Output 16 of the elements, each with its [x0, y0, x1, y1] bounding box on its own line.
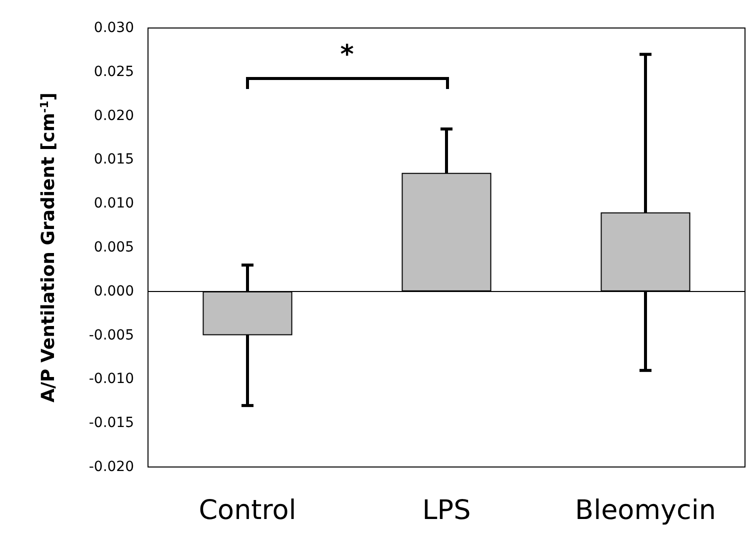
y-tick-label: -0.020 — [88, 459, 134, 475]
x-tick-label: Bleomycin — [575, 495, 716, 526]
y-tick-label: 0.000 — [94, 283, 134, 300]
y-tick-label: 0.020 — [94, 108, 134, 124]
annotation: * — [339, 40, 355, 70]
x-tick-label: Control — [198, 495, 296, 526]
y-tick-label: 0.005 — [94, 240, 134, 256]
y-tick-label: 0.010 — [94, 196, 134, 212]
y-tick-label: -0.015 — [88, 415, 134, 432]
y-tick-label: 0.030 — [94, 20, 134, 36]
y-tick-label: -0.005 — [88, 327, 134, 344]
y-tick-label: 0.015 — [94, 152, 134, 168]
y-axis-title: A/P Ventilation Gradient [cm-1] — [38, 92, 59, 403]
x-tick-label: LPS — [422, 495, 471, 526]
y-tick-label: -0.010 — [88, 371, 134, 388]
y-tick-label: 0.025 — [94, 64, 134, 80]
